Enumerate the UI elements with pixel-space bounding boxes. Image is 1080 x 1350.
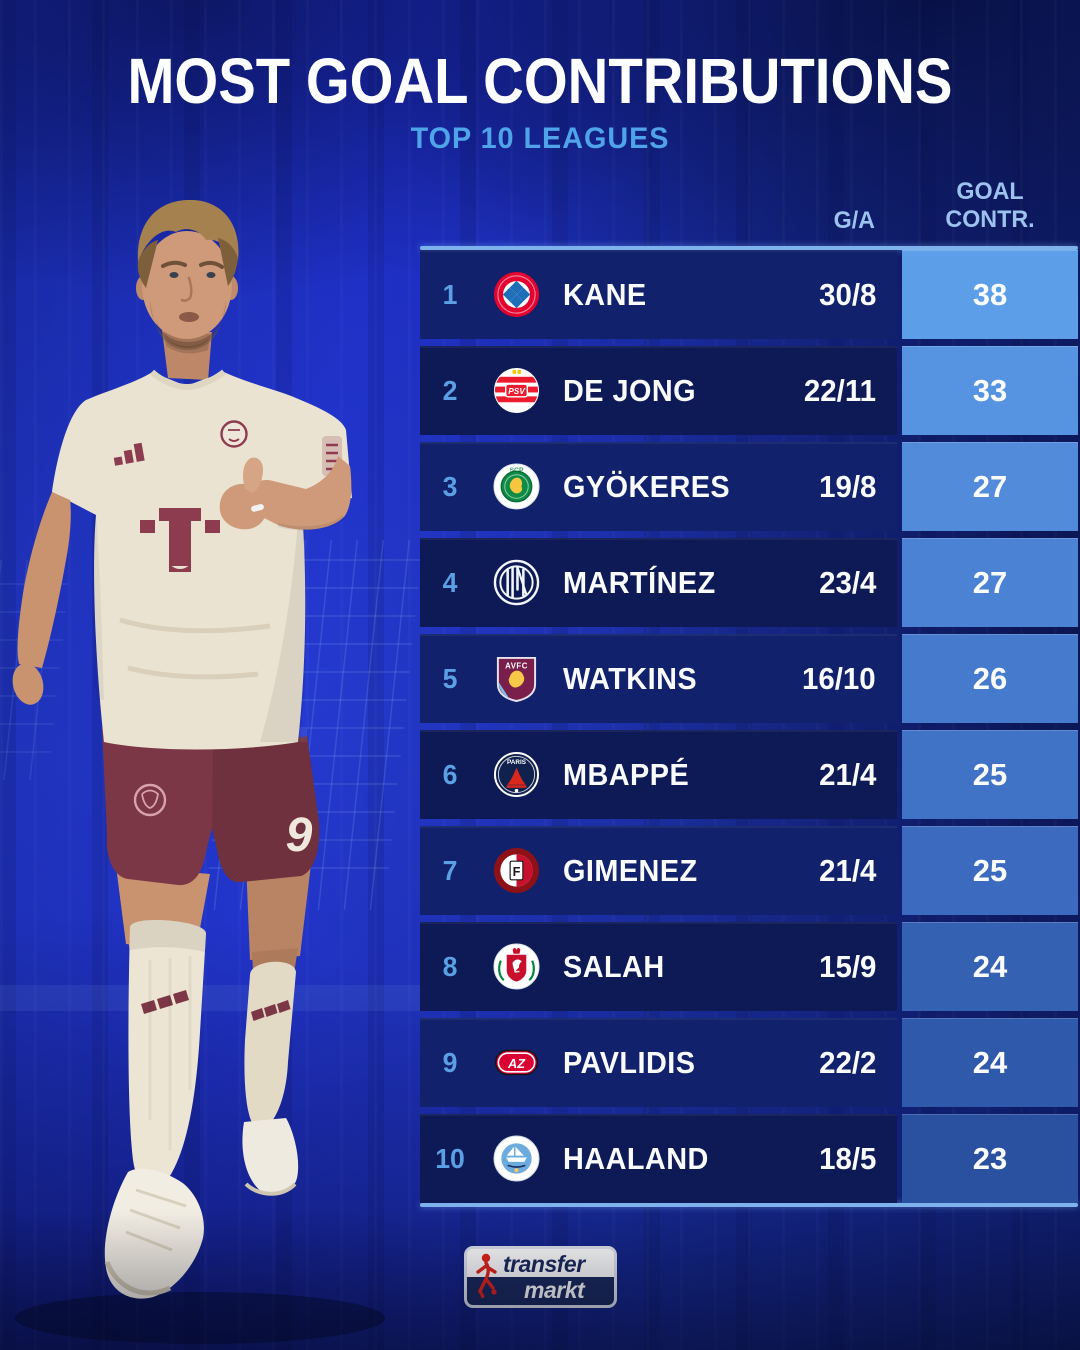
rank: 1	[442, 278, 458, 310]
backdrop-light-band	[0, 985, 432, 1011]
row-main: 10 HAALAND 18/5	[420, 1114, 897, 1203]
ga-value: 22/2	[818, 1044, 877, 1080]
logo-word-transfer: transfer	[467, 1249, 614, 1277]
goal-contr-cell: 38	[902, 250, 1078, 339]
row-main: 9 AZ PAVLIDIS 22/2	[420, 1018, 897, 1107]
table-row: 3 SCP GYÖKERES 19/8 27	[420, 442, 1078, 531]
club-badge-az-alkmaar-icon: AZ	[493, 1039, 540, 1086]
table-row: 10 HAALAND 18/5 23	[420, 1114, 1078, 1203]
rank: 3	[442, 470, 458, 502]
row-main: 1 KANE 30/8	[420, 250, 897, 339]
svg-text:PSV: PSV	[508, 386, 526, 396]
goal-contr-cell: 27	[902, 538, 1078, 627]
page-title: MOST GOAL CONTRIBUTIONS	[127, 45, 953, 117]
club-badge-psg-icon: PARIS	[493, 751, 540, 798]
goal-contr-cell: 23	[902, 1114, 1078, 1203]
svg-text:SCP: SCP	[509, 467, 524, 474]
svg-text:AZ: AZ	[507, 1056, 526, 1071]
page-subtitle: TOP 10 LEAGUES	[410, 122, 670, 155]
table-row: 1 KANE 30/8 38	[420, 250, 1078, 339]
club-badge-psv-icon: PSV	[493, 367, 540, 414]
row-main: 4 MARTÍNEZ 23/4	[420, 538, 897, 627]
ga-value: 16/10	[802, 660, 877, 696]
column-header-goal: GOAL	[956, 178, 1024, 205]
player-name: GYÖKERES	[563, 468, 731, 504]
goal-contr-cell: 26	[902, 634, 1078, 723]
player-name: HAALAND	[563, 1140, 709, 1176]
rank: 6	[442, 758, 458, 790]
table-top-border	[420, 246, 1078, 250]
logo-player-figure-icon	[476, 1253, 497, 1299]
goal-contr-cell: 27	[902, 442, 1078, 531]
club-badge-aston-villa-icon: AVFC	[493, 655, 540, 702]
column-header-goal-contr: GOAL CONTR.	[905, 178, 1076, 235]
rank: 8	[442, 950, 458, 982]
table-row: 4 MARTÍNEZ 23/4 27	[420, 538, 1078, 627]
ranking-table: 1 KANE 30/8 38 2 PSV DE JONG 22/11 33	[420, 250, 1078, 1210]
rank: 10	[435, 1142, 465, 1174]
logo-word-markt: markt	[467, 1277, 614, 1305]
transfermarkt-logo: transfer markt	[464, 1246, 617, 1308]
player-name: GIMENEZ	[563, 852, 698, 888]
club-badge-manchester-city-icon	[493, 1135, 540, 1182]
player-name: MARTÍNEZ	[563, 564, 716, 600]
rank: 2	[442, 374, 458, 406]
row-main: 6 PARIS MBAPPÉ 21/4	[420, 730, 897, 819]
row-main: 3 SCP GYÖKERES 19/8	[420, 442, 897, 531]
table-row: 9 AZ PAVLIDIS 22/2 24	[420, 1018, 1078, 1107]
player-name: KANE	[563, 276, 647, 312]
goal-contr-cell: 24	[902, 1018, 1078, 1107]
row-main: F 7 GIMENEZ 21/4	[420, 826, 897, 915]
club-badge-inter-icon	[493, 559, 540, 606]
svg-text:AVFC: AVFC	[505, 662, 528, 671]
goal-contr-cell: 25	[902, 826, 1078, 915]
club-badge-sporting-cp-icon: SCP	[493, 463, 540, 510]
table-bottom-border	[420, 1203, 1078, 1207]
goal-contr-cell: 24	[902, 922, 1078, 1011]
table-row: 8 SALAH 15/9 24	[420, 922, 1078, 1011]
player-name: DE JONG	[563, 372, 697, 408]
player-photo-kane: 9	[12, 200, 385, 1344]
rank: 7	[442, 854, 458, 886]
row-main: 5 AVFC WATKINS 16/10	[420, 634, 897, 723]
player-name: MBAPPÉ	[563, 756, 690, 792]
club-badge-liverpool-icon	[493, 943, 540, 990]
goal-contr-cell: 25	[902, 730, 1078, 819]
ga-value: 21/4	[818, 852, 877, 888]
ga-value: 23/4	[818, 564, 877, 600]
goal-contr-cell: 33	[902, 346, 1078, 435]
ga-value: 21/4	[818, 756, 877, 792]
table-row: F 7 GIMENEZ 21/4 25	[420, 826, 1078, 915]
svg-text:PARIS: PARIS	[507, 759, 526, 766]
table-row: 2 PSV DE JONG 22/11 33	[420, 346, 1078, 435]
svg-text:9: 9	[286, 809, 313, 862]
ga-value: 18/5	[818, 1140, 877, 1176]
column-header-ga: G/A	[833, 207, 875, 234]
rank: 5	[442, 662, 458, 694]
column-header-contr: CONTR.	[945, 206, 1035, 234]
ga-value: 22/11	[804, 372, 877, 408]
club-badge-feyenoord-icon: F	[493, 847, 540, 894]
table-row: 5 AVFC WATKINS 16/10 26	[420, 634, 1078, 723]
player-name: SALAH	[563, 948, 665, 984]
player-name: PAVLIDIS	[563, 1044, 696, 1080]
table-row: 6 PARIS MBAPPÉ 21/4 25	[420, 730, 1078, 819]
row-main: 8 SALAH 15/9	[420, 922, 897, 1011]
player-name: WATKINS	[563, 660, 698, 696]
rank: 4	[442, 566, 458, 598]
rank: 9	[442, 1046, 458, 1078]
ga-value: 19/8	[818, 468, 877, 504]
row-main: 2 PSV DE JONG 22/11	[420, 346, 897, 435]
ga-value: 15/9	[818, 948, 877, 984]
ga-value: 30/8	[818, 276, 877, 312]
club-badge-bayern-munich-icon	[493, 271, 540, 318]
svg-text:F: F	[513, 864, 521, 879]
bottom-vignette	[0, 1210, 1080, 1350]
